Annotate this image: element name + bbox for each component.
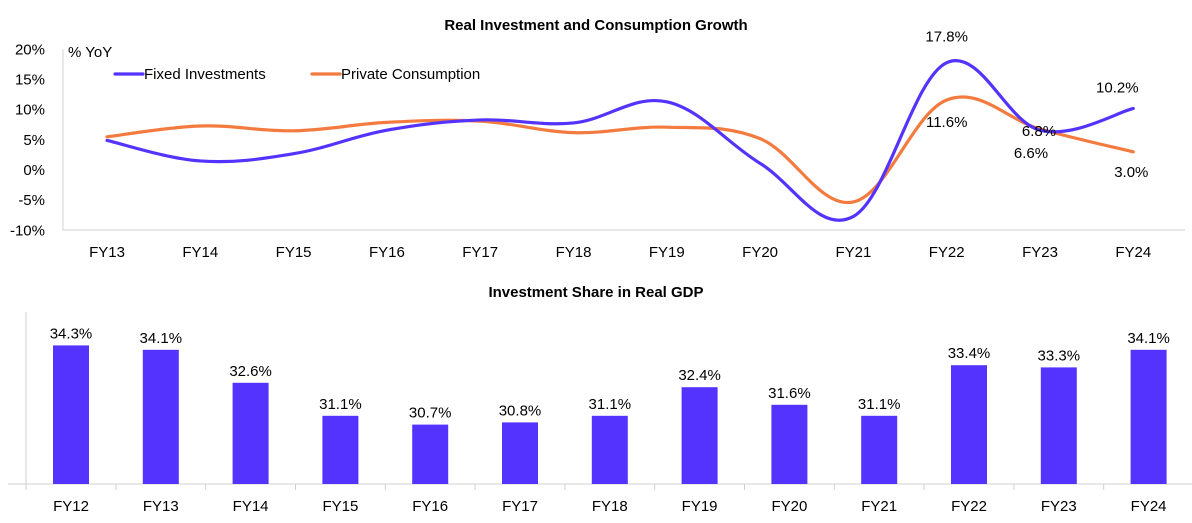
private-consumption-line — [105, 95, 1135, 205]
bar — [502, 422, 538, 484]
bar-data-label: 31.1% — [858, 396, 901, 413]
bar-data-label: 34.1% — [1127, 330, 1170, 347]
bar-data-label: 33.3% — [1038, 347, 1081, 364]
legend-label-private-consumption: Private Consumption — [341, 66, 480, 83]
line-data-label: 17.8% — [925, 29, 968, 46]
bar — [681, 387, 718, 484]
bar-data-label: 34.3% — [50, 325, 93, 342]
x-tick-label: FY13 — [89, 244, 125, 261]
y-tick-label: 20% — [15, 41, 45, 58]
bar-data-label: 34.1% — [140, 330, 183, 347]
bar-data-label: 31.6% — [768, 385, 811, 402]
bar — [951, 365, 987, 484]
x-tick-label: FY18 — [556, 244, 592, 261]
bar-data-label: 30.7% — [409, 405, 452, 422]
bar-x-tick-label: FY12 — [53, 498, 89, 515]
y-tick-label: 15% — [15, 72, 45, 89]
bar-x-tick-label: FY19 — [682, 498, 718, 515]
y-tick-label: 10% — [15, 102, 45, 119]
line-chart-title: Real Investment and Consumption Growth — [444, 17, 748, 34]
bar-x-tick-label: FY21 — [861, 498, 897, 515]
bar-data-label: 32.6% — [229, 363, 272, 380]
x-tick-label: FY14 — [182, 244, 218, 261]
fixed-investments-line — [105, 59, 1135, 222]
bar — [412, 424, 449, 484]
bar — [861, 415, 898, 484]
x-tick-label: FY19 — [649, 244, 685, 261]
y-tick-label: 0% — [23, 162, 45, 179]
bar-x-tick-label: FY14 — [233, 498, 269, 515]
y-tick-label: 5% — [23, 132, 45, 149]
line-data-label: 10.2% — [1096, 79, 1139, 96]
bar — [322, 415, 359, 484]
bar-data-label: 31.1% — [319, 396, 362, 413]
bar-x-tick-label: FY17 — [502, 498, 538, 515]
bar — [1040, 367, 1077, 484]
y-tick-label: -5% — [18, 192, 45, 209]
x-tick-label: FY17 — [462, 244, 498, 261]
bar — [53, 345, 89, 484]
bar-x-tick-label: FY16 — [412, 498, 448, 515]
bar-x-tick-label: FY15 — [322, 498, 358, 515]
y-axis-unit-label: % YoY — [68, 44, 112, 61]
x-tick-label: FY22 — [929, 244, 965, 261]
bar-data-label: 32.4% — [678, 367, 721, 384]
bar — [232, 382, 269, 484]
bar-x-tick-label: FY13 — [143, 498, 179, 515]
bar-data-label: 30.8% — [499, 402, 542, 419]
bar — [1130, 349, 1167, 484]
x-tick-label: FY16 — [369, 244, 405, 261]
line-chart: -10% -5% 0% 5% 10% 15% 20% % YoY FY13 FY14 FY15 FY1… — [10, 29, 1185, 261]
line-data-label: 3.0% — [1114, 164, 1148, 181]
x-tick-label: FY23 — [1022, 244, 1058, 261]
bar-x-tick-label: FY23 — [1041, 498, 1077, 515]
x-tick-label: FY24 — [1115, 244, 1151, 261]
bar — [142, 349, 179, 484]
line-data-label: 11.6% — [926, 114, 967, 131]
y-tick-label: -10% — [10, 222, 45, 239]
legend-label-fixed-investments: Fixed Investments — [144, 66, 266, 83]
bar — [591, 415, 628, 484]
line-data-label: 6.6% — [1014, 145, 1048, 162]
bar-x-tick-label: FY24 — [1131, 498, 1167, 515]
line-data-label: 6.8% — [1022, 123, 1056, 140]
bar-data-label: 31.1% — [589, 396, 632, 413]
bar-x-tick-label: FY20 — [771, 498, 807, 515]
bar-x-tick-label: FY22 — [951, 498, 987, 515]
bar-chart-title: Investment Share in Real GDP — [488, 284, 704, 301]
x-tick-label: FY15 — [276, 244, 312, 261]
bar — [771, 404, 808, 484]
bar-x-tick-label: FY18 — [592, 498, 628, 515]
x-tick-label: FY21 — [835, 244, 871, 261]
x-tick-label: FY20 — [742, 244, 778, 261]
bar-data-label: 33.4% — [948, 345, 991, 362]
